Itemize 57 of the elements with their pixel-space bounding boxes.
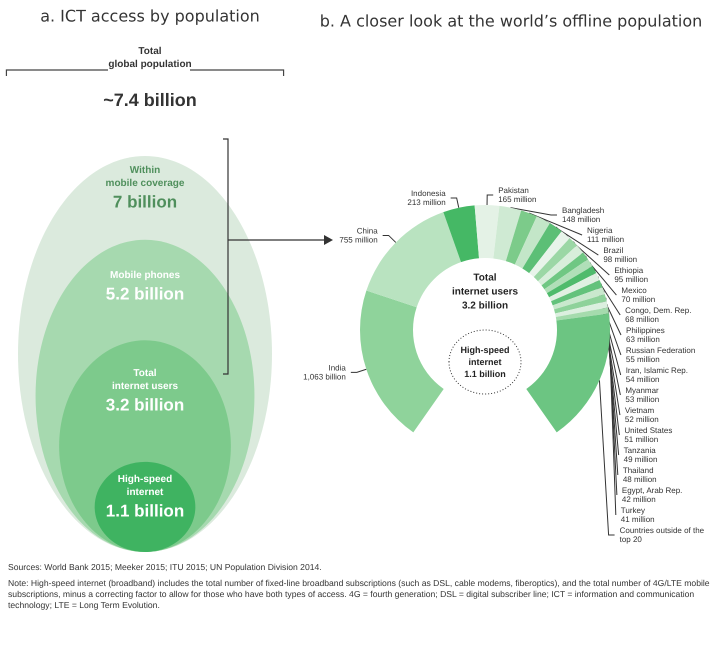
slice-label: Nigeria (587, 226, 613, 236)
data-label: 165 million (498, 195, 536, 204)
data-label: 68 million (625, 315, 659, 324)
slice-label: Mexico (621, 286, 648, 296)
category-label: Within mobile coverage (106, 164, 185, 189)
data-label: 70 million (621, 295, 656, 304)
slice-label: Tanzania (624, 446, 656, 456)
data-label: 42 million (622, 495, 656, 504)
data-label: 148 million (562, 215, 600, 224)
source-note: Sources: World Bank 2015; Meeker 2015; ITU 2015; UN Population Division 2014. (8, 562, 323, 573)
slice-label: Myanmar (625, 386, 660, 396)
data-label: 53 million (625, 395, 660, 404)
data-label: 41 million (620, 515, 655, 524)
data-label: 63 million (626, 335, 660, 344)
slice-label: China (356, 226, 378, 236)
data-label: 48 million (622, 475, 657, 484)
data-label: ~7.4 billion (103, 90, 197, 110)
category-label: Total global population (108, 46, 192, 70)
slice-label: Turkey (620, 506, 645, 516)
category-label: Total internet users (112, 368, 178, 392)
slice-label: Ethiopia (614, 266, 644, 276)
data-label: 98 million (603, 255, 638, 264)
data-label: 111 million (587, 235, 624, 244)
text: Note: High-speed internet (broadband) includes the total number of fixed-line broadband subscriptions (such as DSL, cable modems, fiberoptics), and the total number of 4G/LTE mobile subscriptions, minus a correcting factor to allow for those who have both types of access. 4G = fourth generation; DSL = digital subscriber line; ICT = information and communication technology; LTE = Long Term Evolution. (8, 578, 711, 611)
slice-label: United States (624, 426, 672, 436)
data-label: 52 million (624, 415, 659, 424)
text: Total internet users 3.2 billion (452, 272, 518, 312)
data-label: 54 million (626, 375, 660, 384)
data-label: 49 million (624, 455, 658, 464)
slice-label: Russian Federation (626, 346, 696, 356)
slice-label: Thailand (622, 466, 654, 476)
chart-title: b. A closer look at the world’s offline population (320, 12, 702, 30)
data-label: 3.2 billion (106, 396, 184, 415)
slice-label: Philippines (626, 326, 665, 336)
text: High-speed internet 1.1 billion (460, 345, 510, 379)
slice-label: Brazil (603, 246, 624, 256)
slice-label: Pakistan (498, 186, 529, 196)
slice-label: India (328, 363, 346, 372)
slice-label: Countries outside of the top 20 (620, 526, 706, 544)
slice-label: Iran, Islamic Rep. (626, 366, 688, 376)
data-label: 7 billion (112, 192, 178, 212)
data-label: 95 million (614, 275, 648, 284)
slice-label: Indonesia (410, 189, 446, 198)
data-label: 213 million (407, 198, 446, 208)
category-label: High-speed internet (118, 474, 172, 498)
slice-label: Vietnam (624, 406, 654, 416)
data-label: 1,063 billion (303, 372, 346, 382)
slice-label: Congo, Dem. Rep. (625, 306, 692, 316)
slice-label: Egypt, Arab Rep. (622, 486, 682, 496)
data-label: 5.2 billion (106, 284, 184, 304)
data-label: 1.1 billion (106, 501, 184, 520)
data-label: 55 million (626, 355, 660, 364)
data-label: 51 million (624, 435, 658, 444)
text: a. ICT access by population (40, 6, 260, 26)
category-label: Mobile phones (110, 270, 180, 282)
slice-label: Bangladesh (562, 206, 604, 216)
data-label: 755 million (339, 235, 378, 244)
